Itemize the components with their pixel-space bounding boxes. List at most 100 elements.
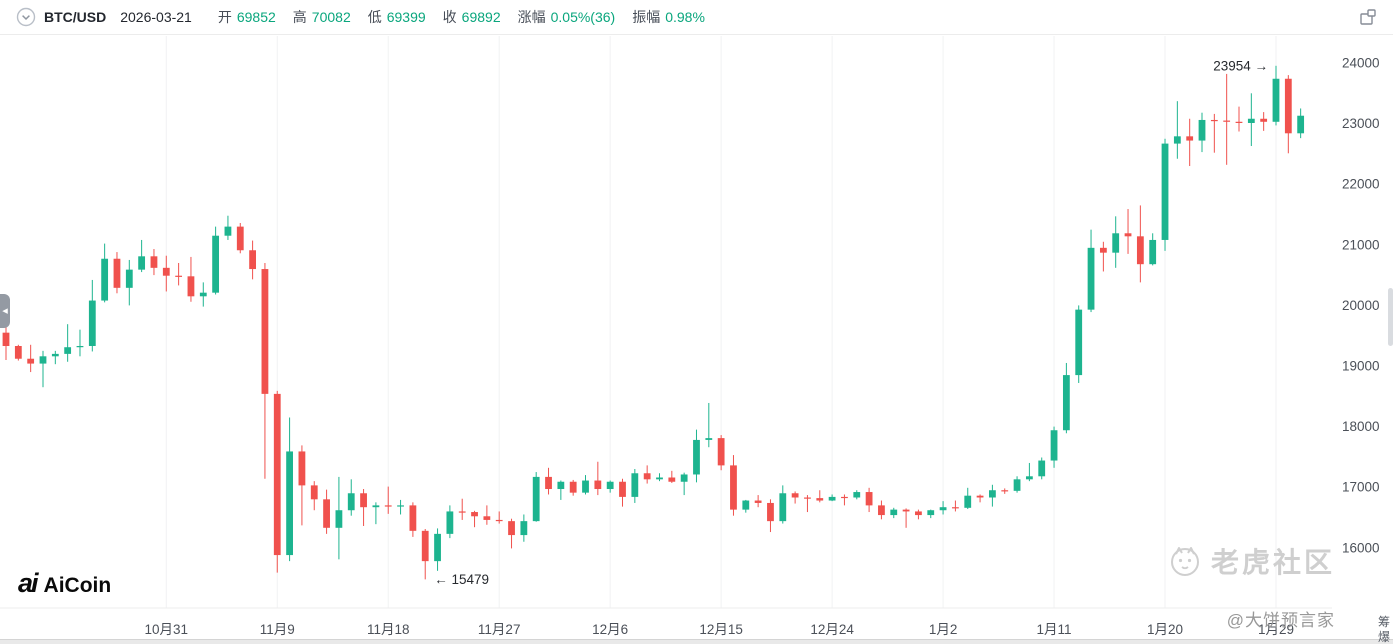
candle[interactable]	[989, 484, 996, 507]
candle[interactable]	[878, 500, 885, 520]
scrollbar-thumb[interactable]	[1388, 288, 1393, 346]
candle[interactable]	[631, 469, 639, 503]
candle[interactable]	[1038, 457, 1046, 480]
toggle-burst[interactable]: 爆	[1377, 630, 1390, 644]
candle[interactable]	[594, 461, 602, 496]
candle[interactable]	[298, 445, 306, 526]
candle[interactable]	[483, 505, 491, 525]
candle[interactable]	[643, 465, 651, 484]
candle[interactable]	[532, 472, 540, 522]
candle[interactable]	[1124, 209, 1132, 254]
candle[interactable]	[1112, 216, 1120, 268]
candle[interactable]	[927, 509, 935, 519]
candle[interactable]	[705, 402, 713, 448]
candle[interactable]	[1087, 229, 1095, 313]
candle[interactable]	[828, 494, 836, 502]
candle[interactable]	[384, 486, 392, 514]
candle[interactable]	[310, 481, 318, 511]
candle[interactable]	[236, 222, 244, 254]
candle[interactable]	[1161, 138, 1169, 251]
candle[interactable]	[273, 390, 281, 573]
candle[interactable]	[1075, 305, 1083, 383]
toggle-chip-distribution[interactable]: 筹	[1377, 615, 1390, 629]
candle[interactable]	[150, 249, 158, 276]
candle[interactable]	[458, 498, 466, 520]
candle[interactable]	[717, 435, 725, 471]
candle[interactable]	[976, 494, 984, 503]
candle[interactable]	[101, 243, 109, 303]
candle[interactable]	[742, 499, 750, 513]
candle[interactable]	[693, 429, 700, 483]
candle[interactable]	[1025, 462, 1033, 482]
candle[interactable]	[1284, 75, 1292, 154]
candle[interactable]	[495, 511, 503, 524]
candle[interactable]	[1062, 362, 1070, 434]
candle[interactable]	[545, 467, 552, 495]
candle[interactable]	[619, 478, 626, 507]
candle[interactable]	[1013, 476, 1021, 493]
candle[interactable]	[175, 262, 183, 286]
candle[interactable]	[1247, 93, 1255, 147]
candle[interactable]	[569, 479, 577, 496]
candle[interactable]	[261, 262, 269, 479]
candle[interactable]	[434, 528, 441, 571]
candle[interactable]	[446, 505, 454, 539]
candle[interactable]	[791, 491, 799, 504]
candle[interactable]	[865, 487, 873, 513]
candle[interactable]	[1198, 112, 1206, 153]
candle[interactable]	[1260, 112, 1268, 131]
candle[interactable]	[347, 479, 355, 516]
candle[interactable]	[199, 282, 207, 307]
candle[interactable]	[1099, 241, 1107, 272]
candle[interactable]	[249, 240, 256, 280]
candle[interactable]	[323, 489, 330, 534]
candle[interactable]	[1235, 106, 1243, 132]
candle[interactable]	[804, 495, 811, 513]
candle[interactable]	[64, 324, 72, 362]
candle[interactable]	[224, 215, 232, 240]
candle[interactable]	[88, 279, 96, 352]
candle[interactable]	[1210, 113, 1218, 153]
candle[interactable]	[816, 490, 824, 503]
candle[interactable]	[680, 472, 688, 496]
candle[interactable]	[14, 344, 22, 361]
candle[interactable]	[1050, 426, 1058, 468]
candle[interactable]	[471, 510, 478, 528]
candle[interactable]	[421, 529, 429, 580]
candle[interactable]	[1186, 118, 1194, 167]
candle[interactable]	[212, 226, 220, 295]
candle[interactable]	[1136, 205, 1144, 283]
candle[interactable]	[372, 502, 380, 525]
candle[interactable]	[1223, 73, 1231, 165]
candle[interactable]	[39, 350, 47, 388]
candle[interactable]	[1149, 233, 1157, 266]
candle[interactable]	[138, 239, 146, 273]
candle[interactable]	[730, 455, 737, 516]
candle[interactable]	[779, 485, 787, 524]
candle[interactable]	[162, 255, 170, 292]
candle[interactable]	[964, 487, 972, 510]
bottom-scroll-strip[interactable]	[0, 639, 1393, 644]
candle[interactable]	[286, 417, 293, 562]
chevron-down-circle-icon[interactable]	[16, 7, 36, 27]
candle[interactable]	[1272, 65, 1280, 126]
candle[interactable]	[582, 475, 589, 495]
candle[interactable]	[767, 499, 774, 533]
candle[interactable]	[27, 344, 35, 373]
candle[interactable]	[520, 514, 528, 542]
candle[interactable]	[508, 518, 515, 549]
candle[interactable]	[668, 470, 676, 483]
candle[interactable]	[125, 259, 133, 306]
candle[interactable]	[853, 490, 861, 500]
candle[interactable]	[1297, 108, 1305, 139]
candle[interactable]	[841, 494, 848, 506]
candle[interactable]	[335, 476, 343, 560]
popout-window-icon[interactable]	[1357, 6, 1379, 28]
candle[interactable]	[2, 324, 10, 360]
candle[interactable]	[754, 495, 762, 508]
candle[interactable]	[51, 350, 59, 365]
candle[interactable]	[915, 509, 922, 520]
candle[interactable]	[1173, 101, 1181, 159]
candle[interactable]	[656, 473, 663, 482]
candle[interactable]	[606, 480, 614, 493]
